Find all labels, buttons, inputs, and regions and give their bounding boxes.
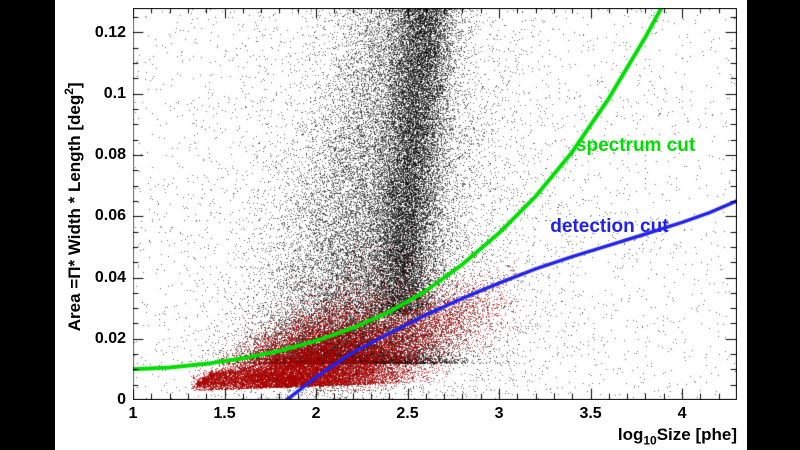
x-tick-label: 3 bbox=[494, 405, 504, 422]
x-axis-title: log10Size [phe] bbox=[618, 424, 737, 450]
letterbox-right bbox=[747, 0, 800, 450]
y-tick-label: 0 bbox=[117, 391, 126, 408]
y-tick-label: 0.04 bbox=[94, 268, 126, 286]
y-tick-label: 0.06 bbox=[94, 207, 126, 225]
y-tick-label: 0.08 bbox=[94, 146, 126, 163]
y-tick-label: 0.12 bbox=[94, 23, 126, 41]
x-tick-label: 1.5 bbox=[213, 405, 236, 422]
y-tick-label: 0.02 bbox=[94, 329, 126, 347]
plot-panel: Area =Π* Width * Length [deg2] log10Size… bbox=[55, 0, 747, 450]
x-axis-title-end: Size [phe] bbox=[656, 425, 737, 444]
spectrum-cut-label: spectrum cut bbox=[575, 134, 696, 156]
x-tick-label: 4 bbox=[677, 405, 687, 422]
x-tick-label: 2.5 bbox=[396, 405, 419, 422]
scatter-plot-canvas bbox=[133, 8, 737, 400]
x-tick-label: 2 bbox=[311, 405, 321, 422]
x-axis-title-text: log bbox=[617, 425, 644, 444]
x-axis-title-sub: 10 bbox=[643, 433, 657, 448]
y-tick-label: 0.1 bbox=[103, 84, 126, 102]
detection-cut-label: detection cut bbox=[550, 215, 669, 237]
letterbox-left bbox=[0, 0, 55, 450]
x-tick-label: 1 bbox=[128, 405, 138, 422]
x-tick-label: 3.5 bbox=[579, 405, 602, 422]
